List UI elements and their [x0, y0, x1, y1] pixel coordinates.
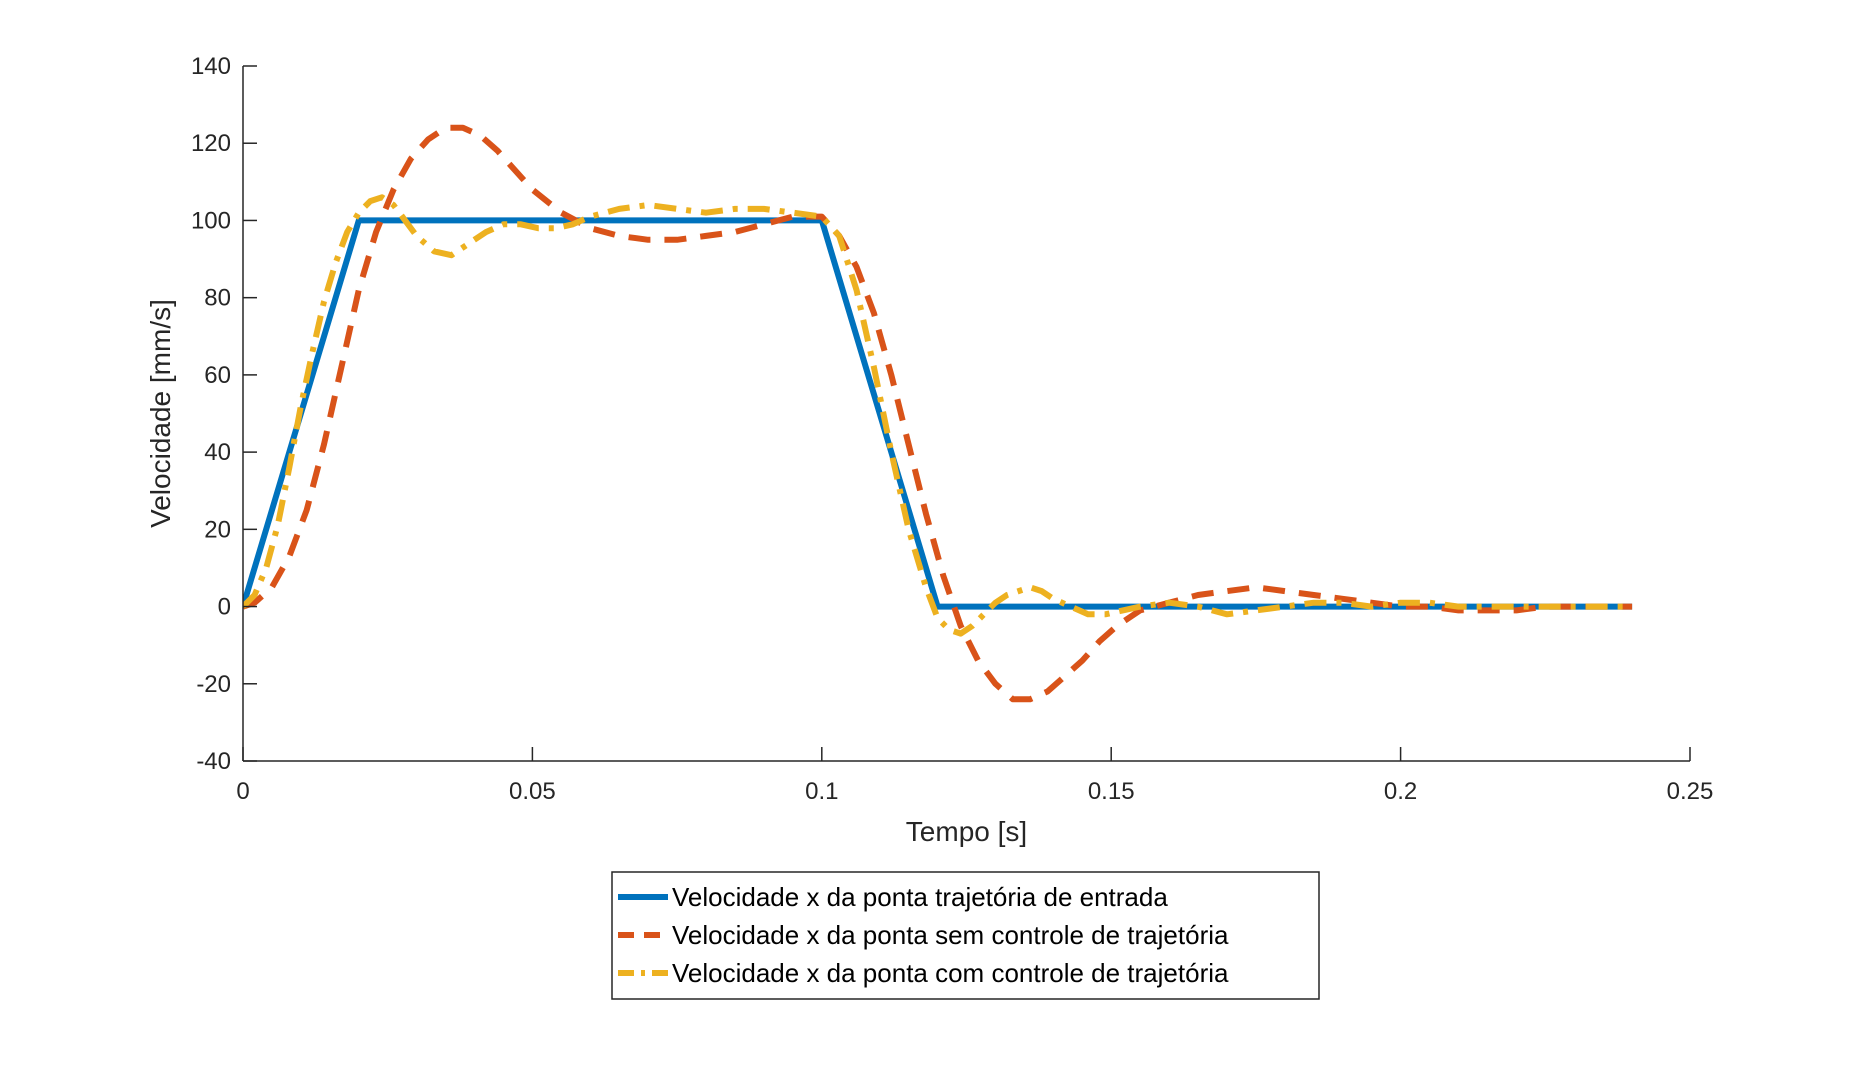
x-tick-label: 0.1 [805, 778, 838, 805]
legend-label-1: Velocidade x da ponta trajetória de entr… [672, 882, 1168, 912]
x-tick-label: 0.15 [1088, 778, 1135, 805]
x-tick-label: 0.2 [1384, 778, 1417, 805]
series-line-2 [243, 124, 1633, 703]
y-tick-label: -20 [196, 671, 231, 698]
y-tick-label: 100 [191, 207, 231, 234]
x-tick-label: 0.25 [1667, 778, 1714, 805]
legend-box [611, 871, 1320, 1000]
legend-label-2: Velocidade x da ponta sem controle de tr… [672, 920, 1229, 950]
y-axis-label: Velocidade [mm/s] [145, 299, 176, 528]
y-tick-label: 120 [191, 130, 231, 157]
legend-label-3: Velocidade x da ponta com controle de tr… [672, 958, 1229, 988]
y-tick-label: -40 [196, 748, 231, 775]
y-tick-label: 0 [218, 594, 231, 621]
y-tick-label: 80 [204, 285, 231, 312]
y-tick-label: 40 [204, 439, 231, 466]
y-tick-label: 60 [204, 362, 231, 389]
y-tick-label: 20 [204, 516, 231, 543]
legend: Velocidade x da ponta trajetória de entr… [611, 871, 1320, 1000]
x-tick-label: 0.05 [509, 778, 556, 805]
x-axis-label: Tempo [s] [906, 816, 1027, 847]
plot-area [243, 124, 1633, 703]
y-tick-label: 140 [191, 53, 231, 80]
axes: 0 0.05 0.1 0.15 0.2 0.25 -40 -20 0 20 40 60 80 100 120… [191, 53, 1713, 805]
series-line-3 [243, 194, 1633, 637]
x-tick-label: 0 [236, 778, 249, 805]
